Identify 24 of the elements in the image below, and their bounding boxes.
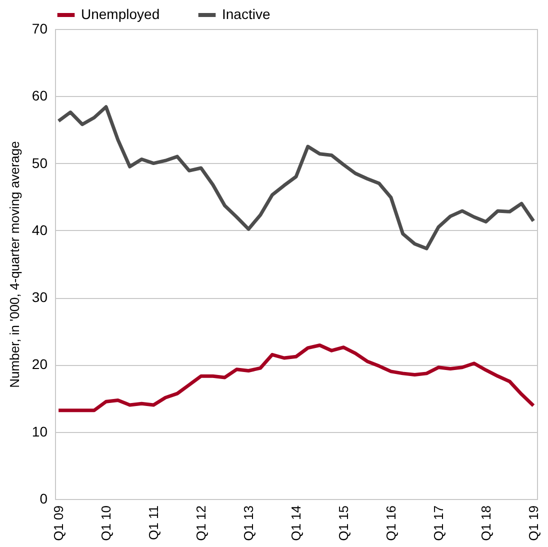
x-tick-label: Q1 17 xyxy=(430,506,446,541)
y-tick-label: 0 xyxy=(40,490,48,506)
x-tick-label: Q1 18 xyxy=(478,506,494,541)
y-tick-label: 10 xyxy=(32,423,48,440)
y-tick-label: 30 xyxy=(32,289,48,306)
x-tick-label: Q1 12 xyxy=(194,506,209,541)
x-tick-label: Q1 13 xyxy=(241,506,256,541)
legend-label: Inactive xyxy=(222,6,270,22)
y-tick-label: 60 xyxy=(32,88,48,104)
y-tick-label: 20 xyxy=(32,356,48,372)
x-tick-label: Q1 11 xyxy=(146,506,162,540)
x-tick-label: Q1 09 xyxy=(51,506,66,541)
legend-label: Unemployed xyxy=(81,6,160,22)
line-series xyxy=(56,105,536,250)
x-tick-label: Q1 19 xyxy=(526,506,541,541)
x-tick-label: Q1 14 xyxy=(288,506,304,541)
y-axis-title: Number, in '000, 4-quarter moving average xyxy=(6,141,22,388)
x-tick-label: Q1 15 xyxy=(336,506,351,541)
line-series xyxy=(56,343,536,412)
x-tick-label: Q1 16 xyxy=(383,506,398,541)
y-tick-label: 50 xyxy=(32,154,48,171)
x-tick-label: Q1 10 xyxy=(98,506,114,541)
y-tick-label: 70 xyxy=(32,20,48,36)
y-tick-label: 40 xyxy=(32,222,48,238)
